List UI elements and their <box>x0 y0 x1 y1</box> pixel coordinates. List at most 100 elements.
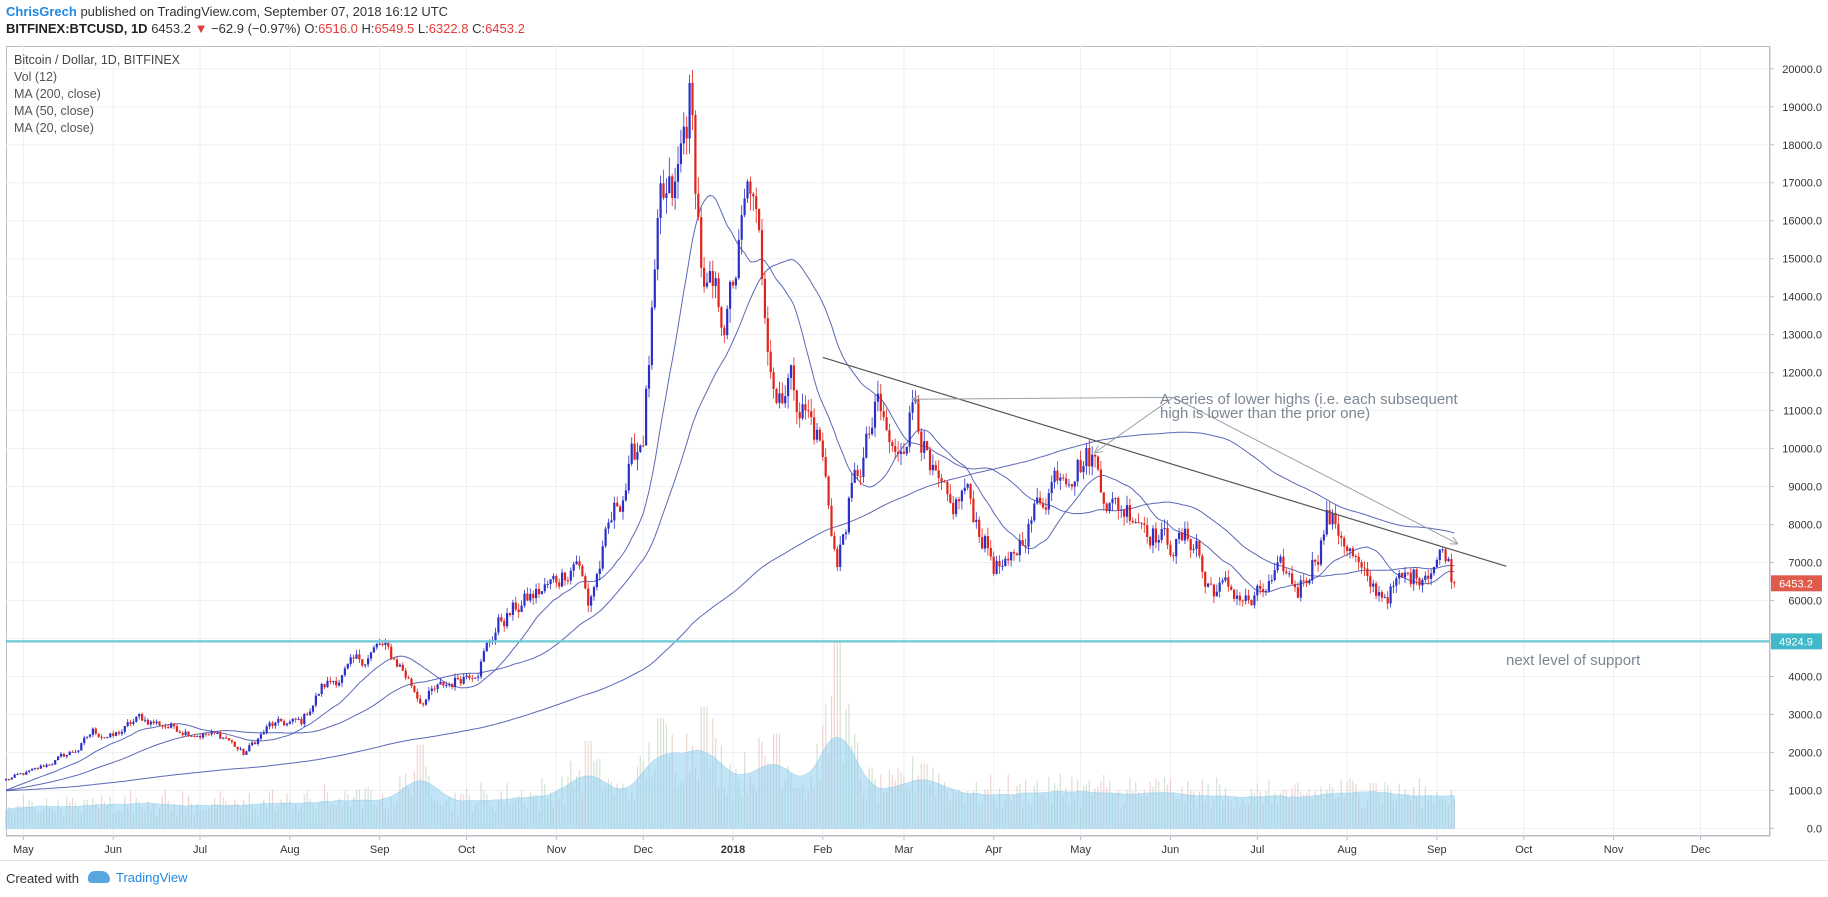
candle-body <box>1154 528 1157 543</box>
candle <box>497 614 500 636</box>
candle <box>517 603 520 618</box>
candle <box>575 555 578 565</box>
candle <box>1438 549 1441 566</box>
tradingview-logo[interactable]: TradingView <box>88 870 188 885</box>
candle <box>1050 475 1053 501</box>
candle-body <box>494 632 497 641</box>
candle <box>1180 528 1184 542</box>
candle-body <box>1372 583 1375 587</box>
candle-body <box>1288 573 1291 575</box>
candle <box>390 643 393 661</box>
chart-frame[interactable] <box>6 46 1770 836</box>
legend-item-ma50[interactable]: MA (50, close) <box>14 104 94 118</box>
legend-item-ma20[interactable]: MA (20, close) <box>14 121 94 135</box>
time-tick-label-1: Jun <box>104 844 122 856</box>
candle <box>1076 458 1079 487</box>
candle <box>1027 518 1030 555</box>
candle-body <box>1012 552 1016 554</box>
legend-item-volume[interactable]: Vol (12) <box>14 70 58 84</box>
candle-body <box>1105 503 1108 511</box>
candle <box>630 437 633 467</box>
candle-body <box>167 727 170 729</box>
candle-body <box>983 536 987 549</box>
candle <box>986 527 989 556</box>
candle-body <box>746 181 749 199</box>
candle-body <box>871 427 874 434</box>
candle <box>1305 577 1308 587</box>
candle <box>1137 513 1140 524</box>
candle <box>1441 547 1444 553</box>
time-tick-label-13: Jun <box>1162 844 1180 856</box>
candle-body <box>1082 466 1085 473</box>
volume-bar <box>833 642 835 829</box>
candle <box>135 716 138 723</box>
candle <box>1039 491 1042 506</box>
candle-body <box>395 659 399 667</box>
candle <box>68 750 71 756</box>
candle-body <box>894 446 897 452</box>
candle-body <box>992 556 995 574</box>
candle-body <box>934 464 937 471</box>
candle-body <box>1401 573 1404 578</box>
author-link[interactable]: ChrisGrech <box>6 4 77 19</box>
candle <box>1308 578 1311 586</box>
created-with-label: Created with <box>6 871 79 886</box>
candle <box>430 685 433 695</box>
candle-body <box>636 452 639 460</box>
candle-body <box>1131 520 1134 523</box>
candle-body <box>1377 592 1381 596</box>
candle <box>1151 525 1155 554</box>
candle <box>80 742 83 751</box>
candle <box>216 731 219 735</box>
candle-body <box>103 737 106 739</box>
candle <box>653 259 656 311</box>
lower-highs-label-line1: A series of lower highs (i.e. each subse… <box>1160 391 1459 408</box>
candle <box>51 763 54 766</box>
candle-body <box>1267 581 1270 592</box>
candle-body <box>1108 503 1111 511</box>
candle <box>1409 568 1412 588</box>
candle <box>981 528 984 550</box>
candle-body <box>844 532 848 535</box>
candle-body <box>1128 505 1131 521</box>
legend-item-ma200[interactable]: MA (200, close) <box>14 87 101 101</box>
candle-body <box>68 751 71 756</box>
candle-body <box>349 657 352 664</box>
candle <box>1322 530 1325 545</box>
candle <box>821 432 824 462</box>
candle <box>804 395 807 420</box>
candle <box>190 735 193 737</box>
candle <box>535 583 538 604</box>
candle <box>755 187 758 223</box>
candle-body <box>1117 497 1120 511</box>
price-chart[interactable]: A series of lower highs (i.e. each subse… <box>0 0 1828 860</box>
candle <box>94 727 97 736</box>
candle-body <box>1299 580 1302 598</box>
candle <box>7 778 10 781</box>
candle-body <box>1259 585 1262 590</box>
candle <box>1015 552 1018 556</box>
candle-body <box>1256 585 1259 596</box>
candle <box>395 656 399 668</box>
candle-body <box>245 751 248 755</box>
candle-body <box>645 388 648 446</box>
candle <box>1102 492 1105 511</box>
low-label: L: <box>417 21 429 36</box>
candle <box>584 573 587 590</box>
candle-body <box>540 591 543 595</box>
candle <box>1154 522 1157 549</box>
candle-body <box>778 393 781 403</box>
candle <box>537 583 541 598</box>
candle-body <box>1302 580 1305 582</box>
price-tick-label-14: 14000.0 <box>1782 292 1822 304</box>
candle-body <box>752 193 755 197</box>
candle-body <box>213 732 216 733</box>
candle-body <box>430 688 433 691</box>
candle-body <box>1195 540 1198 549</box>
candle-body <box>931 464 934 471</box>
candle-body <box>581 566 584 577</box>
candle <box>859 469 862 486</box>
candle-body <box>242 748 245 755</box>
candle <box>1273 562 1276 582</box>
time-tick-label-14: Jul <box>1250 844 1264 856</box>
